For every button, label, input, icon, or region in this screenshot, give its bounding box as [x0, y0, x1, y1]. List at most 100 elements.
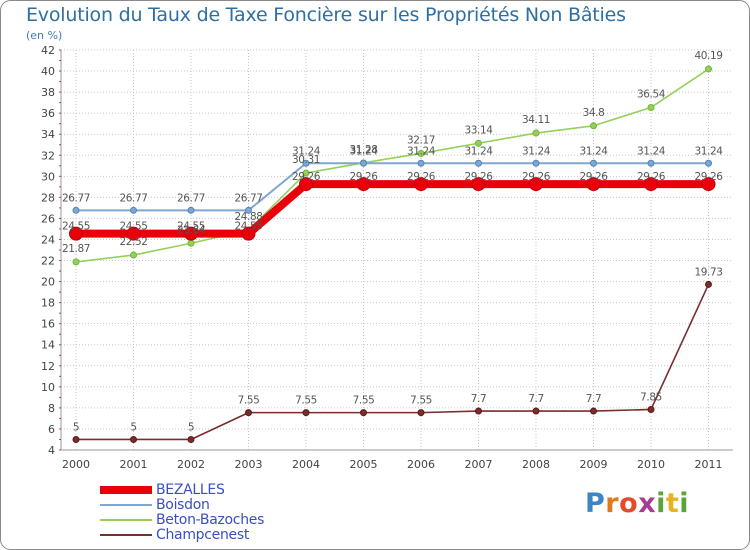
- data-point-boisdon: [590, 159, 597, 167]
- legend-label-champcenest: Champcenest: [156, 527, 250, 543]
- data-label-beton-bazoches: 40.19: [694, 50, 722, 62]
- legend-swatch-beton-bazoches: [100, 519, 152, 521]
- data-label-beton-bazoches: 24.88: [234, 211, 262, 223]
- y-tick-label: 26: [41, 212, 55, 225]
- data-point-boisdon: [475, 159, 482, 167]
- data-point-champcenest: [590, 407, 597, 415]
- data-label-champcenest: 7.55: [410, 395, 432, 407]
- y-tick-label: 14: [41, 339, 55, 352]
- x-tick-label: 2008: [522, 458, 550, 471]
- data-label-bezalles: 29.26: [637, 171, 666, 183]
- legend-item-boisdon: Boisdon: [100, 497, 360, 514]
- data-point-beton-bazoches: [647, 103, 655, 111]
- x-tick-label: 2003: [235, 458, 263, 471]
- x-tick-label: 2011: [695, 458, 723, 471]
- data-label-beton-bazoches: 36.54: [637, 88, 666, 100]
- data-label-boisdon: 26.77: [177, 192, 205, 204]
- data-label-beton-bazoches: 22.52: [119, 236, 147, 248]
- data-point-beton-bazoches: [532, 129, 540, 137]
- data-label-bezalles: 24.55: [62, 221, 90, 233]
- data-point-champcenest: [705, 280, 712, 288]
- data-point-champcenest: [475, 407, 482, 415]
- series-line-beton-bazoches: [75, 68, 709, 263]
- data-point-boisdon: [705, 159, 712, 167]
- data-label-boisdon: 31.24: [407, 145, 436, 157]
- legend-label-boisdon: Boisdon: [156, 497, 210, 513]
- data-label-boisdon: 31.24: [349, 145, 378, 157]
- y-tick-label: 30: [41, 170, 55, 183]
- series-line-bezalles: [76, 180, 709, 238]
- y-tick-label: 32: [41, 149, 55, 162]
- y-tick-label: 36: [41, 107, 55, 120]
- x-tick-label: 2007: [465, 458, 493, 471]
- data-point-boisdon: [72, 206, 80, 214]
- data-label-champcenest: 7.55: [353, 395, 375, 407]
- data-point-bezalles: [701, 177, 716, 192]
- data-label-bezalles: 24.55: [119, 221, 147, 233]
- data-point-bezalles: [586, 177, 601, 192]
- data-label-bezalles: 24.55: [234, 221, 262, 233]
- data-label-champcenest: 5: [188, 421, 194, 433]
- data-point-beton-bazoches: [130, 251, 137, 259]
- legend-swatch-boisdon: [100, 504, 152, 506]
- data-point-champcenest: [187, 435, 195, 443]
- data-label-boisdon: 31.24: [637, 145, 666, 157]
- data-label-bezalles: 29.26: [407, 171, 436, 183]
- y-tick-label: 34: [41, 128, 55, 141]
- data-point-bezalles: [126, 226, 141, 241]
- series-line-boisdon: [76, 162, 709, 212]
- data-point-bezalles: [529, 177, 543, 192]
- x-tick-label: 2001: [120, 458, 148, 471]
- data-label-beton-bazoches: 32.17: [407, 134, 435, 146]
- data-point-bezalles: [184, 226, 198, 241]
- data-label-champcenest: 5: [130, 421, 136, 433]
- y-tick-label: 8: [48, 402, 55, 415]
- data-point-bezalles: [644, 177, 658, 192]
- data-point-boisdon: [360, 159, 367, 167]
- data-point-bezalles: [471, 177, 486, 192]
- data-label-bezalles: 29.26: [292, 171, 321, 183]
- series-line-champcenest: [76, 284, 710, 441]
- y-tick-label: 40: [41, 65, 55, 78]
- data-label-bezalles: 29.26: [522, 171, 551, 183]
- data-label-champcenest: 7.7: [471, 393, 487, 405]
- y-tick-label: 16: [41, 318, 55, 331]
- data-point-boisdon: [245, 206, 252, 214]
- data-label-beton-bazoches: 34.11: [522, 114, 550, 126]
- data-label-boisdon: 31.24: [579, 145, 608, 157]
- y-tick-label: 38: [41, 86, 55, 99]
- data-label-champcenest: 7.7: [586, 393, 602, 405]
- data-point-boisdon: [647, 159, 655, 167]
- data-point-bezalles: [241, 226, 256, 241]
- data-label-champcenest: 5: [73, 421, 79, 433]
- data-label-beton-bazoches: 33.14: [464, 124, 493, 136]
- data-label-champcenest: 7.85: [640, 391, 662, 403]
- x-tick-label: 2004: [292, 458, 320, 471]
- y-tick-label: 28: [41, 191, 55, 204]
- data-label-champcenest: 19.73: [694, 266, 722, 278]
- legend-label-beton-bazoches: Beton-Bazoches: [156, 512, 265, 528]
- data-point-boisdon: [187, 206, 195, 214]
- y-tick-label: 6: [48, 423, 55, 436]
- data-label-beton-bazoches: 31.28: [349, 144, 377, 156]
- data-label-boisdon: 26.77: [119, 192, 147, 204]
- data-point-bezalles: [414, 177, 428, 192]
- data-point-bezalles: [299, 177, 313, 192]
- legend-item-bezalles: BEZALLES: [100, 482, 360, 499]
- y-tick-label: 20: [41, 276, 55, 289]
- data-point-champcenest: [532, 407, 540, 415]
- y-tick-label: 22: [41, 255, 55, 268]
- x-tick-label: 2005: [350, 458, 378, 471]
- data-point-beton-bazoches: [705, 65, 712, 73]
- data-label-boisdon: 31.24: [292, 145, 321, 157]
- data-label-boisdon: 26.77: [62, 192, 90, 204]
- y-tick-label: 42: [41, 44, 55, 57]
- data-label-bezalles: 29.26: [349, 171, 378, 183]
- data-label-bezalles: 24.55: [177, 221, 205, 233]
- chart-title: Evolution du Taux de Taxe Foncière sur l…: [26, 4, 626, 26]
- proxiti-logo: Proxiti: [585, 488, 690, 519]
- x-tick-label: 2006: [407, 458, 435, 471]
- legend: BEZALLES Boisdon Beton-Bazoches Champcen…: [100, 482, 360, 544]
